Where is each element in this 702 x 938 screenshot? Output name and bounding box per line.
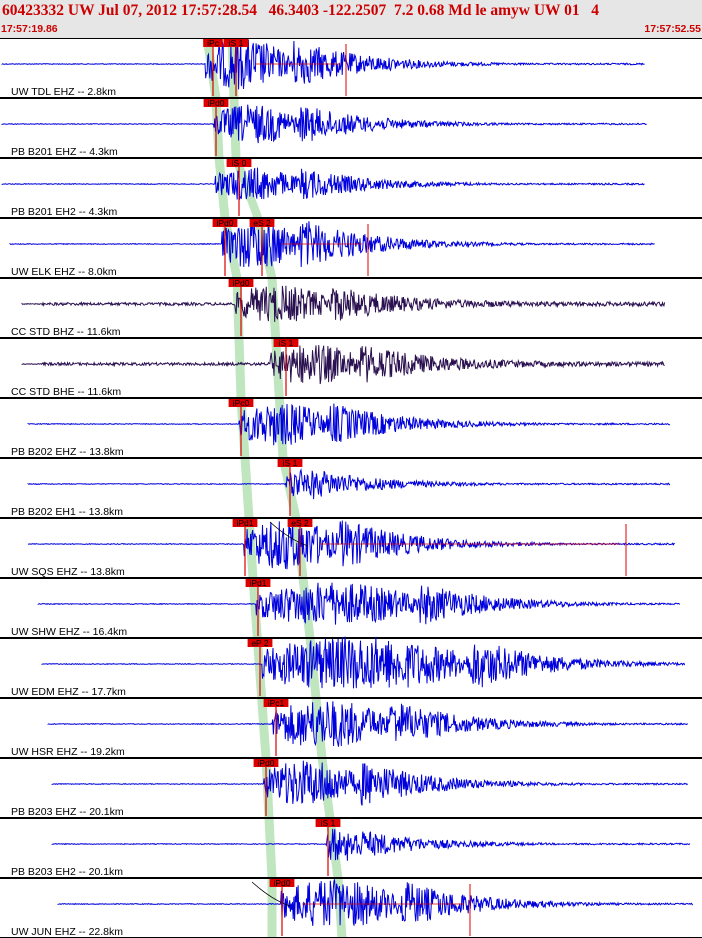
trace-row: iPd0 PB B203 EHZ -- 20.1km [0, 758, 702, 818]
waveform [51, 828, 691, 861]
trace-row: iS 1 PB B203 EH2 -- 20.1km [0, 818, 702, 878]
waveform [1, 104, 647, 144]
p-moveout-band-s [227, 38, 347, 938]
station-label: PB B202 EH1 -- 13.8km [11, 506, 123, 518]
trace-row: iPd0 PB B201 EHZ -- 4.3km [0, 98, 702, 158]
waveform [41, 636, 686, 689]
trace-row: iPd1 UW SHW EHZ -- 16.4km [0, 578, 702, 638]
waveform [1, 167, 645, 201]
waveform [21, 285, 666, 322]
trace-row: eP 2 UW EDM EHZ -- 17.7km [0, 636, 702, 698]
station-label: UW TDL EHZ -- 2.8km [11, 86, 116, 98]
waveform [21, 345, 665, 385]
phase-pick-label: iPd0 [273, 878, 290, 888]
phase-pick-label: iS 1 [279, 338, 294, 348]
waveform [47, 701, 689, 747]
phase-pick-label: eS 2 [253, 218, 271, 228]
phase-pick-label: iS 1 [321, 818, 336, 828]
phase-pick-label: iPd1 [236, 518, 253, 528]
waveform [27, 467, 671, 500]
trace-row: iPc iS 1 UW TDL EHZ -- 2.8km [0, 38, 702, 98]
phase-pick-label: eS 2 [291, 518, 309, 528]
station-label: PB B202 EHZ -- 13.8km [11, 446, 124, 458]
trace-row: iPd1 eS 2 UW SQS EHZ -- 13.8km [0, 518, 702, 578]
phase-pick-flag [232, 519, 258, 527]
station-label: PB B203 EH2 -- 20.1km [11, 866, 123, 878]
waveform [51, 760, 688, 806]
p-moveout-band [202, 38, 277, 938]
phase-pick-label: iS 1 [283, 458, 298, 468]
waveform [27, 403, 671, 446]
phase-pick-flag [273, 339, 299, 347]
phase-pick-flag [203, 99, 229, 107]
phase-pick-flag [212, 219, 238, 227]
phase-pick-flag [223, 39, 249, 47]
trace-row: iS 1 CC STD BHE -- 11.6km [0, 338, 702, 398]
waveform [1, 39, 645, 90]
phase-pick-label: iS 1 [229, 38, 244, 48]
station-label: PB B203 EHZ -- 20.1km [11, 806, 124, 818]
trace-row: iPc0 PB B202 EHZ -- 13.8km [0, 398, 702, 458]
event-title: 60423332 UW Jul 07, 2012 17:57:28.54 46.… [2, 2, 600, 19]
end-time: 17:57:52.55 [644, 23, 701, 35]
phase-pick-flag [245, 579, 271, 587]
phase-pick-label: iPc1 [268, 698, 285, 708]
phase-pick-flag [203, 39, 223, 47]
station-label: UW EDM EHZ -- 17.7km [11, 686, 126, 698]
phase-pick-label: iPd0 [216, 218, 233, 228]
phase-pick-flag [226, 159, 252, 167]
station-label: CC STD BHE -- 11.6km [11, 386, 121, 398]
phase-pick-flag [315, 819, 341, 827]
phase-pick-flag [247, 639, 273, 647]
seismogram-panel: iPc iS 1 UW TDL EHZ -- 2.8km iPd0 PB B201 EH… [0, 38, 702, 938]
station-label: UW HSR EHZ -- 19.2km [11, 746, 125, 758]
phase-pick-label: iPd0 [257, 758, 274, 768]
start-time: 17:57:19.86 [1, 23, 58, 35]
station-label: UW ELK EHZ -- 8.0km [11, 266, 117, 278]
phase-pick-label: eP 2 [251, 638, 269, 648]
trace-row: iS 0 PB B201 EH2 -- 4.3km [0, 158, 702, 218]
phase-pick-flag [253, 759, 279, 767]
phase-pick-flag [269, 879, 295, 887]
phase-pick-label: iPc0 [233, 398, 250, 408]
phase-pick-flag [277, 459, 303, 467]
waveform [9, 221, 655, 268]
phase-pick-label: iPc [207, 38, 220, 48]
station-label: PB B201 EH2 -- 4.3km [11, 206, 117, 218]
station-label: UW SQS EHZ -- 13.8km [11, 566, 125, 578]
waveform [37, 582, 681, 625]
station-label: PB B201 EHZ -- 4.3km [11, 146, 118, 158]
phase-pick-flag [228, 399, 254, 407]
station-label: CC STD BHZ -- 11.6km [11, 326, 121, 338]
coda-fit-curve [251, 881, 291, 907]
event-header: 60423332 UW Jul 07, 2012 17:57:28.54 46.… [0, 0, 702, 38]
phase-pick-label: iPd0 [207, 98, 224, 108]
phase-pick-flag [287, 519, 313, 527]
phase-pick-flag [228, 279, 254, 287]
phase-pick-flag [249, 219, 275, 227]
trace-row: iPd0 CC STD BHZ -- 11.6km [0, 278, 702, 338]
phase-pick-label: iS 0 [232, 158, 247, 168]
trace-row: iS 1 PB B202 EH1 -- 13.8km [0, 458, 702, 518]
trace-row: iPd0 UW JUN EHZ -- 22.8km [0, 878, 702, 938]
waveform [27, 520, 675, 570]
trace-row: iPd0 eS 2 UW ELK EHZ -- 8.0km [0, 218, 702, 278]
phase-pick-flag [263, 699, 289, 707]
phase-pick-label: iPd0 [232, 278, 249, 288]
station-label: UW JUN EHZ -- 22.8km [11, 926, 123, 938]
coda-fit-curve [269, 521, 309, 547]
trace-row: iPc1 UW HSR EHZ -- 19.2km [0, 698, 702, 758]
phase-pick-label: iPd1 [249, 578, 266, 588]
station-label: UW SHW EHZ -- 16.4km [11, 626, 127, 638]
waveform [57, 879, 693, 926]
